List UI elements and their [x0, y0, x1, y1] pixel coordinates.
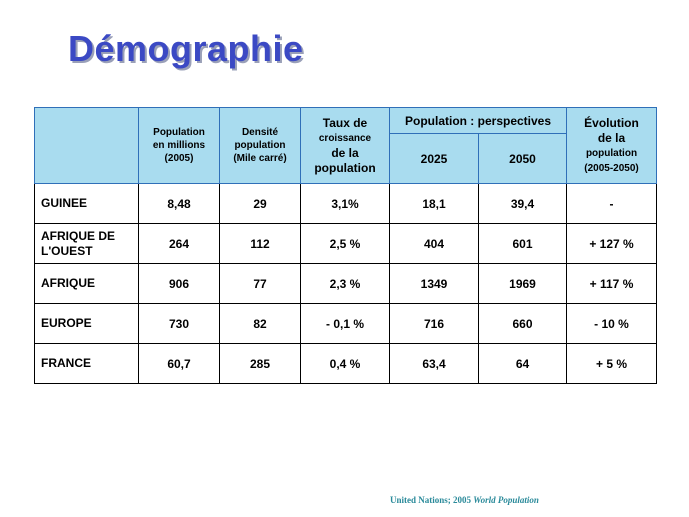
cell-2050: 39,4	[477, 183, 568, 224]
header-population: Population en millions (2005)	[138, 107, 220, 184]
header-population-l2: en millions	[152, 140, 206, 151]
row-label: GUINEE	[34, 183, 139, 224]
cell-2025: 404	[389, 223, 479, 264]
source-citation: United Nations; 2005 World Population	[390, 495, 539, 505]
cell-population: 8,48	[138, 183, 220, 224]
cell-evolution: + 5 %	[566, 343, 658, 384]
header-taux-l3: de la	[331, 145, 359, 160]
header-corner	[34, 107, 139, 184]
cell-densite: 29	[219, 183, 301, 224]
row-label-line1: EUROPE	[41, 316, 92, 330]
header-taux-l1: Taux de	[322, 115, 368, 130]
cell-taux: - 0,1 %	[300, 303, 390, 344]
cell-densite: 77	[219, 263, 301, 304]
source-italic: World Population	[473, 495, 539, 505]
header-population-l1: Population	[153, 127, 205, 138]
table-row: FRANCE 60,7 285 0,4 % 63,4 64 + 5 %	[34, 343, 658, 384]
header-taux-l4: population	[314, 160, 376, 175]
cell-population: 60,7	[138, 343, 220, 384]
cell-taux: 0,4 %	[300, 343, 390, 384]
cell-2050: 1969	[477, 263, 568, 304]
row-label: AFRIQUE	[34, 263, 139, 304]
cell-taux: 2,3 %	[300, 263, 390, 304]
header-2050: 2050	[477, 133, 568, 184]
cell-evolution: -	[566, 183, 658, 224]
row-label: EUROPE	[34, 303, 139, 344]
header-row-1: Population en millions (2005) Densité po…	[34, 107, 658, 184]
row-label-line1: AFRIQUE DE	[41, 228, 116, 243]
cell-evolution: + 127 %	[566, 223, 658, 264]
header-taux-l2: croissance	[318, 132, 372, 144]
header-taux: Taux de croissance de la population	[300, 107, 390, 184]
row-label: FRANCE	[34, 343, 139, 384]
cell-population: 906	[138, 263, 220, 304]
page-title: Démographie	[68, 28, 304, 69]
header-densite-l2: population	[234, 140, 286, 151]
cell-2025: 63,4	[389, 343, 479, 384]
cell-densite: 82	[219, 303, 301, 344]
header-evolution: Évolution de la population (2005-2050)	[566, 107, 658, 184]
cell-densite: 285	[219, 343, 301, 384]
row-label-line2: L'OUEST	[41, 243, 93, 258]
cell-2050: 64	[477, 343, 568, 384]
table-row: AFRIQUE 906 77 2,3 % 1349 1969 + 117 %	[34, 263, 658, 304]
header-evolution-l4: (2005-2050)	[584, 162, 639, 174]
row-label-line1: FRANCE	[41, 356, 91, 370]
cell-population: 730	[138, 303, 220, 344]
cell-2025: 18,1	[389, 183, 479, 224]
cell-densite: 112	[219, 223, 301, 264]
cell-evolution: - 10 %	[566, 303, 658, 344]
table-row: GUINEE 8,48 29 3,1% 18,1 39,4 -	[34, 183, 658, 224]
header-evolution-l1: Évolution	[584, 115, 639, 130]
row-label-line1: AFRIQUE	[41, 276, 95, 290]
header-perspectives: Population : perspectives	[388, 107, 568, 134]
cell-2025: 1349	[389, 263, 479, 304]
header-2025: 2025	[389, 133, 479, 184]
header-population-l3: (2005)	[164, 153, 194, 164]
cell-2050: 601	[477, 223, 568, 264]
cell-taux: 2,5 %	[300, 223, 390, 264]
cell-evolution: + 117 %	[566, 263, 658, 304]
table-row: EUROPE 730 82 - 0,1 % 716 660 - 10 %	[34, 303, 658, 344]
header-evolution-l3: population	[585, 147, 638, 159]
cell-taux: 3,1%	[300, 183, 390, 224]
cell-2025: 716	[389, 303, 479, 344]
demographics-table: Population en millions (2005) Densité po…	[34, 107, 658, 384]
header-row-2: 2025 2050	[35, 133, 657, 184]
cell-2050: 660	[477, 303, 568, 344]
header-densite: Densité population (Mile carré)	[219, 107, 301, 184]
header-densite-l1: Densité	[241, 127, 279, 138]
row-label-line1: GUINEE	[41, 196, 88, 210]
row-label: AFRIQUE DE L'OUEST	[34, 223, 139, 264]
header-densite-l3: (Mile carré)	[233, 153, 287, 164]
table-row: AFRIQUE DE L'OUEST 264 112 2,5 % 404 601…	[34, 223, 658, 264]
header-evolution-l2: de la	[597, 130, 626, 145]
cell-population: 264	[138, 223, 220, 264]
source-prefix: United Nations; 2005	[390, 495, 474, 505]
